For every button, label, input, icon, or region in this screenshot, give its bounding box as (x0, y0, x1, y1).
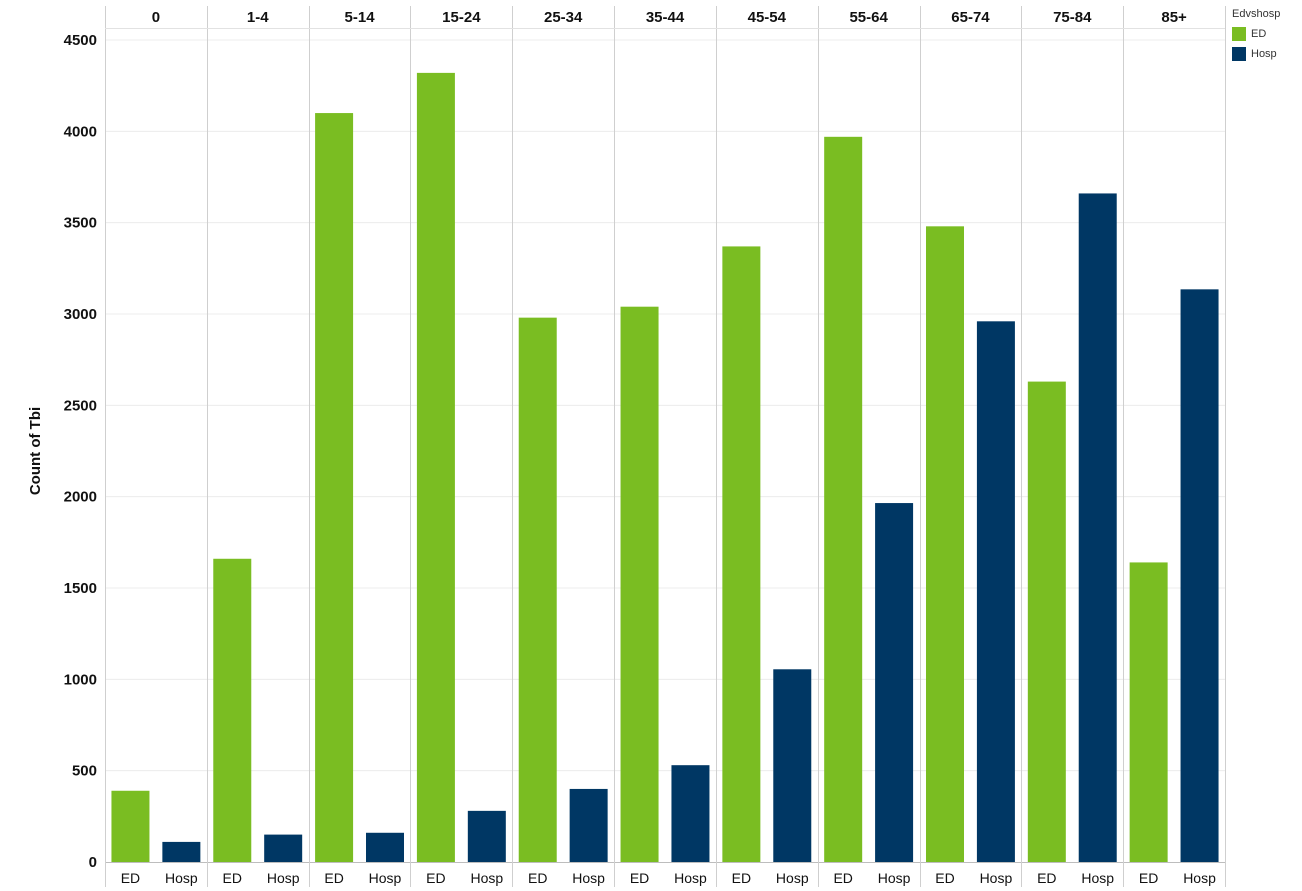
grid-lines (105, 39, 1225, 863)
bar-hosp-55-64[interactable] (875, 503, 914, 862)
bar-hosp-35-44[interactable] (671, 765, 710, 862)
category-header-1-4: 1-4 (247, 9, 269, 26)
category-header-5-14: 5-14 (345, 9, 376, 26)
bar-hosp-45-54[interactable] (773, 669, 812, 862)
x-label-ed-75-84: ED (1037, 870, 1056, 886)
category-header-15-24: 15-24 (442, 9, 481, 26)
bar-ed-85+[interactable] (1129, 562, 1168, 862)
category-header-45-54: 45-54 (748, 9, 787, 26)
legend-swatch-hosp (1232, 47, 1246, 61)
category-header-25-34: 25-34 (544, 9, 583, 26)
legend-item-hosp[interactable]: Hosp (1232, 44, 1300, 64)
legend-title: Edvshosp (1232, 8, 1281, 20)
x-label-hosp-75-84: Hosp (1081, 870, 1114, 886)
x-axis-series-labels: ED Hosp ED Hosp ED Hosp ED Hosp ED Hosp ED Hosp ED Ho… (121, 870, 1216, 886)
y-tick-4500: 4500 (64, 32, 97, 49)
x-label-ed-1-4: ED (223, 870, 242, 886)
category-header-85+: 85+ (1161, 9, 1187, 26)
y-axis-ticks: 0 500 1000 1500 2000 2500 3000 3500 4000 4500 (64, 32, 97, 871)
x-label-hosp-1-4: Hosp (267, 870, 300, 886)
x-label-hosp-55-64: Hosp (878, 870, 911, 886)
panel-dividers (105, 6, 1226, 887)
x-label-ed-65-74: ED (935, 870, 954, 886)
bar-ed-35-44[interactable] (620, 306, 659, 862)
x-label-ed-15-24: ED (426, 870, 445, 886)
y-tick-3000: 3000 (64, 306, 97, 323)
bar-hosp-85+[interactable] (1180, 289, 1219, 863)
category-headers: 0 1-4 5-14 15-24 25-34 35-44 45-54 55-64 65-74 75… (152, 9, 1187, 26)
bar-ed-55-64[interactable] (824, 136, 863, 862)
y-tick-500: 500 (72, 763, 97, 780)
x-label-hosp-15-24: Hosp (470, 870, 503, 886)
x-label-ed-55-64: ED (833, 870, 852, 886)
y-tick-2500: 2500 (64, 397, 97, 414)
x-label-hosp-25-34: Hosp (572, 870, 605, 886)
x-label-ed-85+: ED (1139, 870, 1158, 886)
bar-hosp-65-74[interactable] (976, 321, 1015, 863)
x-label-ed-0: ED (121, 870, 140, 886)
category-header-75-84: 75-84 (1053, 9, 1092, 26)
y-tick-0: 0 (89, 854, 97, 871)
legend-swatch-ed (1232, 27, 1246, 41)
bar-ed-25-34[interactable] (518, 317, 557, 862)
bar-hosp-1-4[interactable] (264, 834, 303, 862)
bar-hosp-75-84[interactable] (1078, 193, 1117, 862)
bar-hosp-25-34[interactable] (569, 788, 608, 862)
bar-ed-0[interactable] (111, 790, 150, 862)
y-axis-label: Count of Tbi (27, 407, 44, 495)
legend: Edvshosp ED Hosp (1232, 8, 1300, 64)
bar-ed-65-74[interactable] (926, 226, 964, 862)
y-tick-1000: 1000 (64, 671, 97, 688)
legend-item-ed[interactable]: ED (1232, 24, 1300, 44)
x-label-hosp-85+: Hosp (1183, 870, 1216, 886)
legend-label-ed: ED (1251, 28, 1267, 40)
x-label-ed-35-44: ED (630, 870, 649, 886)
y-tick-1500: 1500 (64, 580, 97, 597)
x-label-hosp-35-44: Hosp (674, 870, 707, 886)
category-header-65-74: 65-74 (951, 9, 990, 26)
category-header-55-64: 55-64 (849, 9, 888, 26)
bar-ed-75-84[interactable] (1027, 381, 1066, 862)
x-label-hosp-5-14: Hosp (369, 870, 402, 886)
category-header-35-44: 35-44 (646, 9, 685, 26)
legend-label-hosp: Hosp (1251, 48, 1277, 60)
y-tick-2000: 2000 (64, 489, 97, 506)
bar-hosp-5-14[interactable] (366, 832, 404, 862)
x-label-hosp-45-54: Hosp (776, 870, 809, 886)
bar-ed-1-4[interactable] (213, 558, 252, 862)
bar-ed-5-14[interactable] (315, 113, 354, 863)
x-label-hosp-0: Hosp (165, 870, 198, 886)
x-label-ed-45-54: ED (732, 870, 751, 886)
bar-hosp-0[interactable] (162, 841, 201, 862)
bar-hosp-15-24[interactable] (467, 810, 506, 862)
category-header-0: 0 (152, 9, 160, 26)
x-label-ed-25-34: ED (528, 870, 547, 886)
x-label-ed-5-14: ED (324, 870, 343, 886)
y-tick-3500: 3500 (64, 215, 97, 232)
bar-ed-45-54[interactable] (722, 246, 761, 862)
y-tick-4000: 4000 (64, 123, 97, 140)
x-label-hosp-65-74: Hosp (980, 870, 1013, 886)
bar-ed-15-24[interactable] (416, 72, 455, 862)
bars (111, 72, 1219, 863)
